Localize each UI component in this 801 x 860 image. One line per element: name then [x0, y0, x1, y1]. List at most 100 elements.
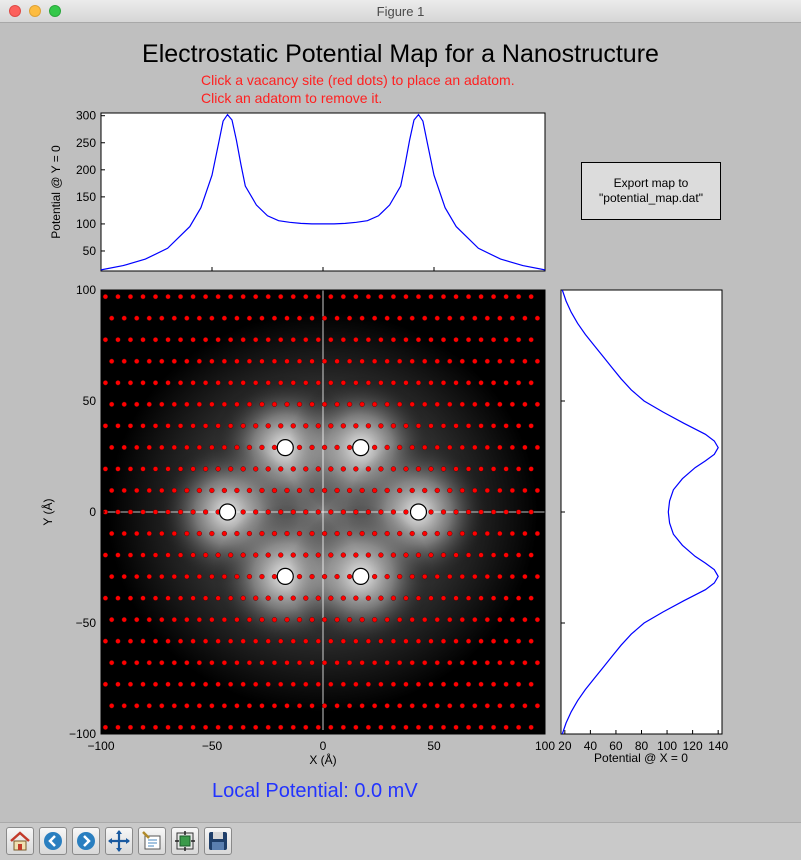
vacancy-site[interactable] — [409, 401, 415, 407]
maximize-window-button[interactable] — [49, 5, 61, 17]
vacancy-site[interactable] — [497, 487, 503, 494]
vacancy-site[interactable] — [315, 638, 321, 644]
vacancy-site[interactable] — [528, 638, 534, 644]
vacancy-site[interactable] — [271, 315, 278, 321]
vacancy-site[interactable] — [328, 724, 334, 730]
adatom[interactable] — [276, 567, 294, 585]
vacancy-site[interactable] — [459, 315, 465, 321]
vacancy-site[interactable] — [265, 724, 271, 730]
vacancy-site[interactable] — [453, 380, 459, 386]
vacancy-site[interactable] — [390, 638, 397, 644]
vacancy-site[interactable] — [284, 487, 290, 494]
vacancy-site[interactable] — [152, 509, 159, 515]
vacancy-site[interactable] — [159, 358, 165, 364]
vacancy-site[interactable] — [490, 380, 497, 386]
vacancy-site[interactable] — [309, 617, 315, 623]
vacancy-site[interactable] — [490, 595, 497, 601]
pan-button[interactable] — [105, 827, 133, 855]
vacancy-site[interactable] — [440, 294, 447, 300]
close-window-button[interactable] — [9, 5, 21, 17]
vacancy-site[interactable] — [140, 552, 146, 558]
vacancy-site[interactable] — [271, 574, 278, 580]
vacancy-site[interactable] — [484, 358, 490, 364]
vacancy-site[interactable] — [190, 552, 196, 558]
vacancy-site[interactable] — [196, 530, 202, 537]
vacancy-site[interactable] — [159, 444, 165, 450]
vacancy-site[interactable] — [478, 466, 484, 472]
vacancy-site[interactable] — [240, 595, 246, 601]
vacancy-site[interactable] — [115, 466, 121, 472]
vacancy-site[interactable] — [228, 724, 234, 730]
vacancy-site[interactable] — [478, 724, 484, 730]
vacancy-site[interactable] — [265, 509, 271, 515]
vacancy-site[interactable] — [372, 703, 378, 709]
vacancy-site[interactable] — [296, 703, 303, 709]
vacancy-site[interactable] — [259, 660, 265, 666]
vacancy-site[interactable] — [253, 380, 259, 386]
vacancy-site[interactable] — [459, 487, 465, 494]
vacancy-site[interactable] — [159, 315, 165, 321]
vacancy-site[interactable] — [228, 466, 234, 472]
vacancy-site[interactable] — [384, 703, 390, 709]
vacancy-site[interactable] — [428, 595, 434, 601]
vacancy-site[interactable] — [484, 574, 490, 580]
vacancy-site[interactable] — [397, 358, 403, 364]
vacancy-site[interactable] — [296, 530, 303, 537]
vacancy-site[interactable] — [497, 660, 503, 666]
vacancy-site[interactable] — [171, 703, 177, 709]
vacancy-site[interactable] — [340, 466, 346, 472]
vacancy-site[interactable] — [165, 509, 171, 515]
vacancy-site[interactable] — [115, 681, 121, 687]
vacancy-site[interactable] — [440, 423, 447, 429]
vacancy-site[interactable] — [472, 358, 478, 364]
vacancy-site[interactable] — [434, 617, 440, 623]
vacancy-site[interactable] — [447, 660, 453, 666]
vacancy-site[interactable] — [140, 724, 146, 730]
vacancy-site[interactable] — [403, 724, 409, 730]
vacancy-site[interactable] — [177, 595, 184, 601]
vacancy-site[interactable] — [309, 401, 315, 407]
vacancy-site[interactable] — [447, 530, 453, 537]
vacancy-site[interactable] — [390, 380, 397, 386]
vacancy-site[interactable] — [253, 681, 259, 687]
vacancy-site[interactable] — [516, 423, 522, 429]
vacancy-site[interactable] — [152, 294, 159, 300]
vacancy-site[interactable] — [334, 401, 340, 407]
vacancy-site[interactable] — [177, 337, 184, 343]
vacancy-site[interactable] — [346, 617, 353, 623]
vacancy-site[interactable] — [534, 401, 541, 407]
vacancy-site[interactable] — [159, 530, 165, 537]
vacancy-site[interactable] — [177, 294, 184, 300]
vacancy-site[interactable] — [190, 423, 196, 429]
vacancy-site[interactable] — [478, 423, 484, 429]
vacancy-site[interactable] — [215, 423, 221, 429]
vacancy-site[interactable] — [415, 638, 422, 644]
vacancy-site[interactable] — [440, 724, 447, 730]
vacancy-site[interactable] — [359, 530, 365, 537]
vacancy-site[interactable] — [534, 703, 541, 709]
vacancy-site[interactable] — [378, 638, 384, 644]
vacancy-site[interactable] — [253, 294, 259, 300]
vacancy-site[interactable] — [102, 423, 109, 429]
vacancy-site[interactable] — [309, 530, 315, 537]
subplots-button[interactable] — [171, 827, 199, 855]
vacancy-site[interactable] — [190, 337, 196, 343]
vacancy-site[interactable] — [278, 638, 284, 644]
vacancy-site[interactable] — [115, 724, 121, 730]
vacancy-site[interactable] — [109, 315, 115, 321]
vacancy-site[interactable] — [321, 574, 328, 580]
vacancy-site[interactable] — [259, 703, 265, 709]
vacancy-site[interactable] — [378, 423, 384, 429]
vacancy-site[interactable] — [265, 337, 271, 343]
vacancy-site[interactable] — [384, 358, 390, 364]
vacancy-site[interactable] — [165, 423, 171, 429]
vacancy-site[interactable] — [246, 617, 253, 623]
vacancy-site[interactable] — [328, 681, 334, 687]
vacancy-site[interactable] — [240, 509, 246, 515]
vacancy-site[interactable] — [528, 337, 534, 343]
vacancy-site[interactable] — [459, 530, 465, 537]
vacancy-site[interactable] — [384, 444, 390, 450]
vacancy-site[interactable] — [259, 401, 265, 407]
vacancy-site[interactable] — [440, 380, 447, 386]
vacancy-site[interactable] — [253, 638, 259, 644]
